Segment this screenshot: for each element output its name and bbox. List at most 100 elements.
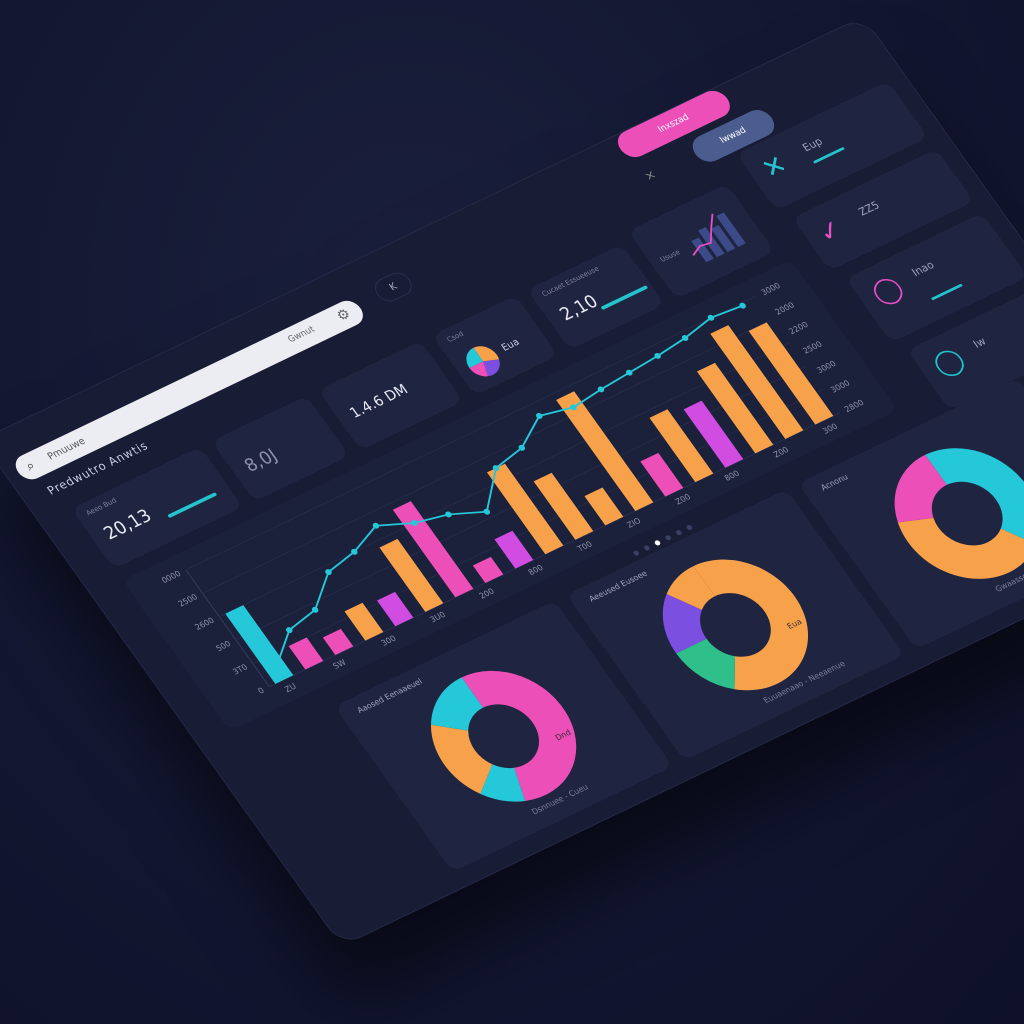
donut-card: Aeeused Eusoee Eua Euuaenaao - Neeaenue <box>566 489 905 761</box>
y-tick-label-right: 3000 <box>815 359 838 375</box>
search-filter-label[interactable]: Gwnut <box>286 324 317 345</box>
y-tick-label: 500 <box>214 639 233 653</box>
line-point <box>597 386 605 393</box>
y-tick-label-right: 2000 <box>773 301 796 317</box>
kpi-card[interactable]: Csod Eua <box>431 295 559 396</box>
gridline <box>185 295 757 571</box>
donut-chart <box>894 448 1024 579</box>
y-axis <box>185 569 270 687</box>
line-point <box>626 369 633 376</box>
pie-slice <box>483 359 500 377</box>
bar <box>533 472 594 540</box>
line-point <box>311 606 319 613</box>
donut-slice <box>925 448 1024 545</box>
line-point <box>372 522 380 529</box>
bar <box>683 400 744 468</box>
page-dot[interactable] <box>653 539 662 547</box>
side-card-bar <box>812 146 845 164</box>
bar <box>379 538 444 612</box>
donut-slice <box>676 638 735 690</box>
bar-line-chart: 0 3T0 500 2600 2500 0000 2800 3000 3000 2500 2200 2… <box>160 281 866 696</box>
x-tick-label: SW <box>331 658 348 671</box>
side-card-bar <box>930 283 963 301</box>
kpi-label: Csod <box>445 329 466 344</box>
check-icon: ✓ <box>811 213 850 250</box>
line-point <box>518 444 526 451</box>
bar <box>486 463 564 555</box>
pie-slice <box>469 361 489 377</box>
page-dot[interactable] <box>674 529 683 536</box>
gridline <box>202 319 773 594</box>
x-tick-label: Z00 <box>674 492 693 506</box>
bar <box>344 602 384 641</box>
kpi-label: Ususe <box>658 248 682 264</box>
bar <box>288 637 324 670</box>
donut-card: Acnonu Gwaasscusuie <box>797 377 1024 650</box>
y-tick-label: 0000 <box>160 569 183 585</box>
y-tick-label: 0 <box>256 686 266 696</box>
kpi-progress <box>167 492 218 519</box>
x-tick-label: ZU <box>283 682 298 694</box>
page-dot[interactable] <box>664 534 673 542</box>
y-tick-label-right: 2200 <box>787 320 810 336</box>
bar <box>494 530 534 569</box>
ring-icon: ◯ <box>926 342 971 382</box>
page-dot[interactable] <box>642 544 651 552</box>
bar <box>640 452 684 497</box>
line-point <box>325 569 332 575</box>
kpi-value: Eua <box>498 336 522 354</box>
donut-slice <box>897 517 1024 579</box>
y-tick-label-right: 3000 <box>759 281 782 297</box>
nav-button[interactable]: K <box>369 268 417 306</box>
y-tick-label: 2500 <box>177 592 200 608</box>
y-tick-label: 3T0 <box>231 663 249 677</box>
x-tick-label: 800 <box>723 469 742 483</box>
gear-icon[interactable]: ⚙ <box>332 304 354 325</box>
bar <box>696 362 774 454</box>
x-tick-label: 3U0 <box>428 610 447 624</box>
bar <box>556 391 654 511</box>
kpi-value: 1.4.6 DM <box>346 380 412 422</box>
line-point <box>681 335 689 341</box>
bar <box>472 556 504 584</box>
donut-slice <box>430 677 484 731</box>
bar <box>322 628 354 656</box>
x-tick-label: Z00 <box>772 445 791 459</box>
donut-chart: Eua <box>662 559 809 691</box>
line-point <box>411 520 418 526</box>
bar <box>649 409 714 483</box>
line-point <box>286 627 293 634</box>
donut-slice <box>894 454 947 523</box>
search-input[interactable]: Pmuuwe <box>44 435 88 463</box>
line-point <box>492 465 500 472</box>
x-tick-label: 300 <box>379 634 398 648</box>
page-dot[interactable] <box>632 549 641 557</box>
mini-chart-card[interactable]: Ususe <box>627 183 776 299</box>
kpi-value: 8,0J <box>239 444 282 477</box>
kpi-value: 2,10 <box>555 290 602 325</box>
line-point <box>570 404 577 411</box>
side-card-text: Inao <box>909 258 937 279</box>
search-icon: ⌕ <box>22 457 39 474</box>
kpi-pie-chart <box>466 346 500 377</box>
close-icon[interactable]: × <box>641 167 660 184</box>
donut-slice <box>480 764 526 802</box>
x-tick-label: 800 <box>527 563 546 577</box>
line-point <box>351 548 358 555</box>
side-card-text: Eup <box>800 135 825 154</box>
x-icon: ✕ <box>755 149 794 185</box>
donut-slice <box>693 559 809 691</box>
mini-line-chart <box>691 212 746 263</box>
donut-chart: Dnd <box>430 670 577 802</box>
x-tick-label: T00 <box>575 540 594 554</box>
page-dot[interactable] <box>685 524 694 531</box>
donut-slice <box>461 670 577 801</box>
kpi-value: 20,13 <box>99 504 156 544</box>
bar <box>376 591 414 627</box>
kpi-progress <box>600 285 649 311</box>
side-card-text: Iw <box>970 334 989 351</box>
pie-slice <box>466 347 484 368</box>
line-point <box>654 352 661 359</box>
x-tick-label: 200 <box>478 587 497 601</box>
y-tick-label: 2600 <box>193 616 216 632</box>
